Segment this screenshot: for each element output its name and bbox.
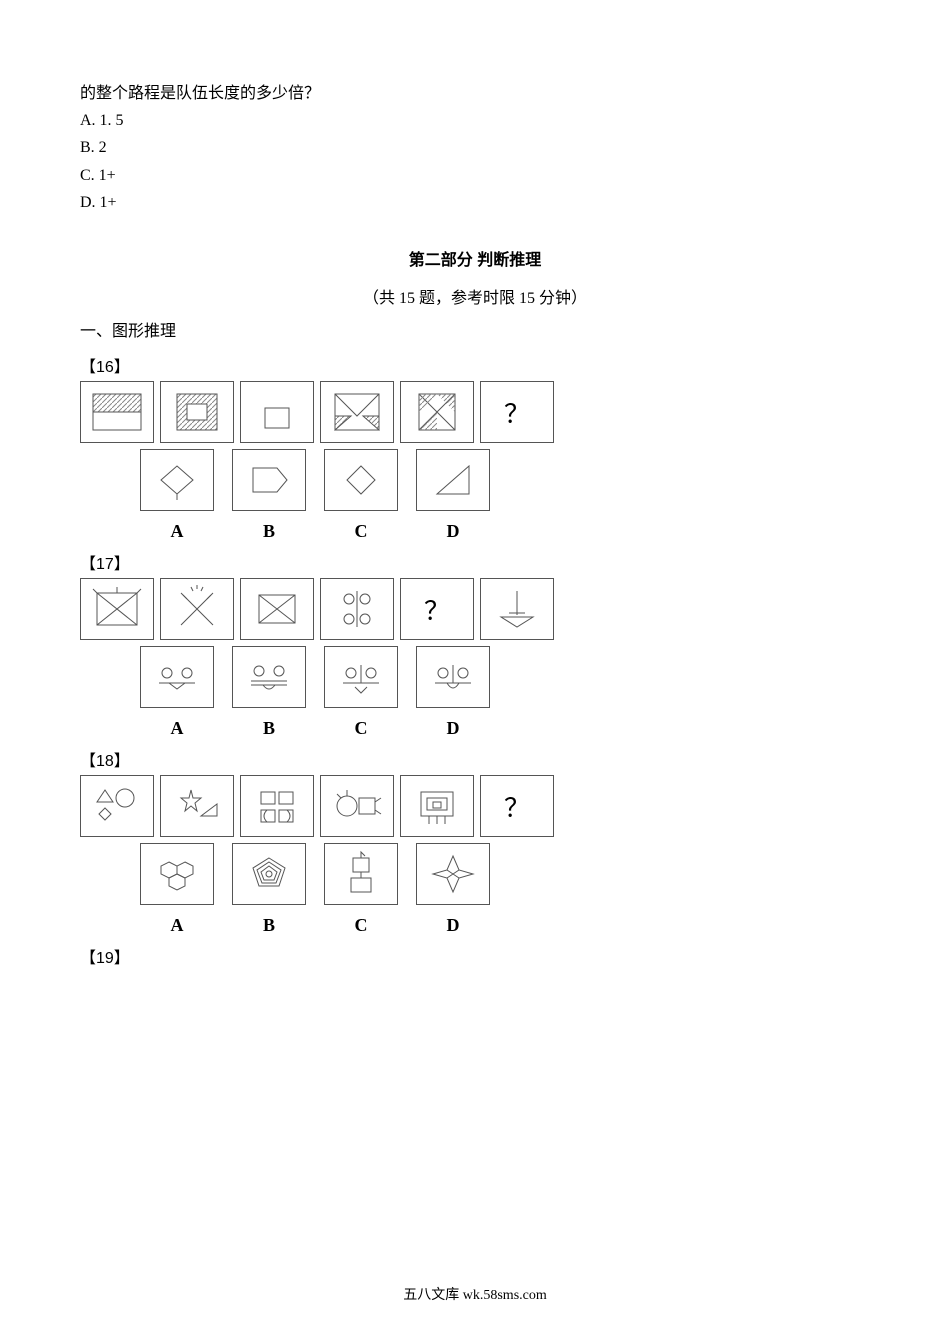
label-A: A xyxy=(171,521,184,542)
label-C: C xyxy=(355,718,368,739)
q17-ansC: C xyxy=(324,646,398,739)
question-mark-icon: ？ xyxy=(424,591,450,628)
q17-ansB: B xyxy=(232,646,306,739)
q18-ansA: A xyxy=(140,843,214,936)
q18-fig6: ？ xyxy=(480,775,554,837)
q17-ansA-fig xyxy=(140,646,214,708)
q18-ansC-fig xyxy=(324,843,398,905)
q16-fig6: ？ xyxy=(480,381,554,443)
question-mark-icon: ？ xyxy=(504,394,530,431)
q18-ansD: D xyxy=(416,843,490,936)
q18-number: 【18】 xyxy=(80,747,870,771)
option-d: D. 1+ xyxy=(80,189,870,216)
q18-ansC: C xyxy=(324,843,398,936)
label-B: B xyxy=(263,718,275,739)
label-B: B xyxy=(263,915,275,936)
q17-fig3 xyxy=(240,578,314,640)
q16-ansA: A xyxy=(140,449,214,542)
option-a: A. 1. 5 xyxy=(80,107,870,134)
q18-row: ？ xyxy=(80,775,870,837)
q16-ansB-fig xyxy=(232,449,306,511)
label-B: B xyxy=(263,521,275,542)
question-mark-icon: ？ xyxy=(504,788,530,825)
label-A: A xyxy=(171,718,184,739)
q16-ansD: D xyxy=(416,449,490,542)
q16-fig2 xyxy=(160,381,234,443)
q17-ansA: A xyxy=(140,646,214,739)
option-c: C. 1+ xyxy=(80,162,870,189)
q17-ansD: D xyxy=(416,646,490,739)
q16-row: ？ xyxy=(80,381,870,443)
q16-ansA-fig xyxy=(140,449,214,511)
intro-line: 的整个路程是队伍长度的多少倍？ xyxy=(80,80,870,107)
q19-number: 【19】 xyxy=(80,944,870,968)
q18-fig4 xyxy=(320,775,394,837)
q17-fig4 xyxy=(320,578,394,640)
q17-fig5: ？ xyxy=(400,578,474,640)
label-C: C xyxy=(355,915,368,936)
option-b: B. 2 xyxy=(80,134,870,161)
q17-ansC-fig xyxy=(324,646,398,708)
section-title: 第二部分 判断推理 xyxy=(80,246,870,270)
label-A: A xyxy=(171,915,184,936)
page-content: 的整个路程是队伍长度的多少倍？ A. 1. 5 B. 2 C. 1+ D. 1+… xyxy=(0,0,950,968)
q16-fig3 xyxy=(240,381,314,443)
q16-answers: A B C D xyxy=(140,449,870,542)
q17-ansD-fig xyxy=(416,646,490,708)
q16-ansC-fig xyxy=(324,449,398,511)
label-D: D xyxy=(447,718,460,739)
q18-fig1 xyxy=(80,775,154,837)
q18-fig3 xyxy=(240,775,314,837)
q16-fig1 xyxy=(80,381,154,443)
q17-fig6 xyxy=(480,578,554,640)
q16-fig4 xyxy=(320,381,394,443)
q18-answers: A B C xyxy=(140,843,870,936)
q17-ansB-fig xyxy=(232,646,306,708)
q16-ansB: B xyxy=(232,449,306,542)
q18-ansD-fig xyxy=(416,843,490,905)
q16-ansC: C xyxy=(324,449,398,542)
q17-row: ？ xyxy=(80,578,870,640)
label-D: D xyxy=(447,521,460,542)
label-C: C xyxy=(355,521,368,542)
label-D: D xyxy=(447,915,460,936)
q16-ansD-fig xyxy=(416,449,490,511)
q18-fig2 xyxy=(160,775,234,837)
q16-number: 【16】 xyxy=(80,353,870,377)
q18-ansA-fig xyxy=(140,843,214,905)
page-footer: 五八文库 wk.58sms.com xyxy=(0,1284,950,1304)
q18-ansB: B xyxy=(232,843,306,936)
q18-fig5 xyxy=(400,775,474,837)
q17-answers: A B xyxy=(140,646,870,739)
q18-ansB-fig xyxy=(232,843,306,905)
q17-fig2 xyxy=(160,578,234,640)
q16-fig5 xyxy=(400,381,474,443)
q17-fig1 xyxy=(80,578,154,640)
subheading-figurereasoning: 一、图形推理 xyxy=(80,318,870,345)
section-subtitle: （共 15 题，参考时限 15 分钟） xyxy=(80,284,870,308)
q17-number: 【17】 xyxy=(80,550,870,574)
